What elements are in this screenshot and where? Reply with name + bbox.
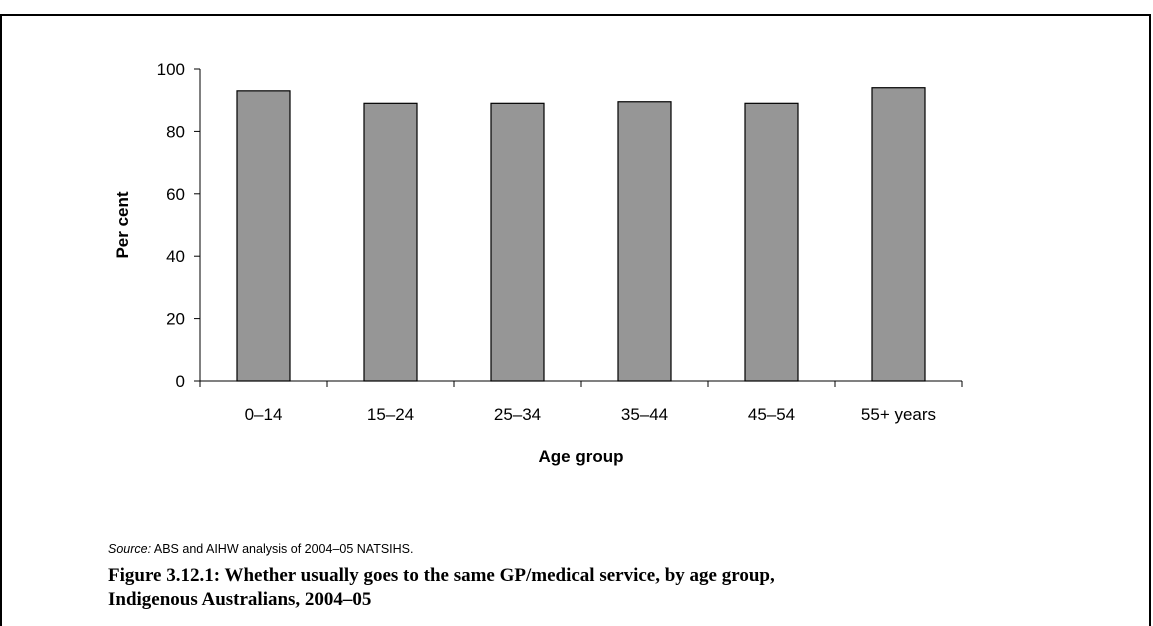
bar <box>236 90 291 382</box>
x-tick-label: 35–44 <box>621 405 668 424</box>
figure-caption: Figure 3.12.1: Whether usually goes to t… <box>108 564 1108 612</box>
source-label: Source: <box>108 542 152 556</box>
bars <box>236 87 926 382</box>
y-tick-label: 0 <box>176 372 185 391</box>
figure-frame <box>0 14 1151 626</box>
y-tick-label: 20 <box>166 310 185 329</box>
y-tick-label: 80 <box>166 122 185 141</box>
x-tick-label: 15–24 <box>367 405 414 424</box>
x-tick-label: 0–14 <box>245 405 283 424</box>
bar-chart: 0 20 40 60 80 100 0–14 15–24 25–34 35–44 45–54 55+… <box>113 60 963 466</box>
caption-line-2: Indigenous Australians, 2004–05 <box>108 589 372 610</box>
source-text: ABS and AIHW analysis of 2004–05 NATSIHS… <box>151 542 414 556</box>
bar <box>871 87 926 382</box>
y-axis: 0 20 40 60 80 100 <box>157 60 201 391</box>
y-tick-label: 100 <box>157 60 185 79</box>
x-axis-title: Age group <box>539 447 624 466</box>
bar <box>617 101 672 382</box>
x-axis: 0–14 15–24 25–34 35–44 45–54 55+ years <box>199 380 963 424</box>
y-axis-title: Per cent <box>113 191 132 258</box>
y-tick-label: 60 <box>166 185 185 204</box>
bar <box>744 102 799 382</box>
source-note: Source: ABS and AIHW analysis of 2004–05… <box>108 542 414 556</box>
bar <box>363 102 418 382</box>
y-tick-label: 40 <box>166 247 185 266</box>
x-tick-label: 45–54 <box>748 405 795 424</box>
x-tick-label: 25–34 <box>494 405 541 424</box>
x-tick-label: 55+ years <box>861 405 936 424</box>
caption-line-1: Figure 3.12.1: Whether usually goes to t… <box>108 565 775 586</box>
bar <box>490 102 545 382</box>
